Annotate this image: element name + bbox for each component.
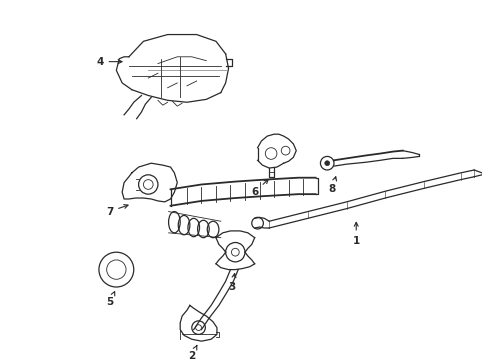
Text: 5: 5 — [106, 292, 115, 307]
Text: 1: 1 — [353, 222, 360, 246]
Text: 4: 4 — [96, 57, 122, 67]
Text: 2: 2 — [188, 345, 197, 360]
Text: 7: 7 — [106, 204, 128, 217]
Text: 6: 6 — [251, 180, 268, 197]
Circle shape — [325, 161, 330, 166]
Text: 3: 3 — [229, 274, 236, 292]
Text: 8: 8 — [328, 177, 337, 194]
